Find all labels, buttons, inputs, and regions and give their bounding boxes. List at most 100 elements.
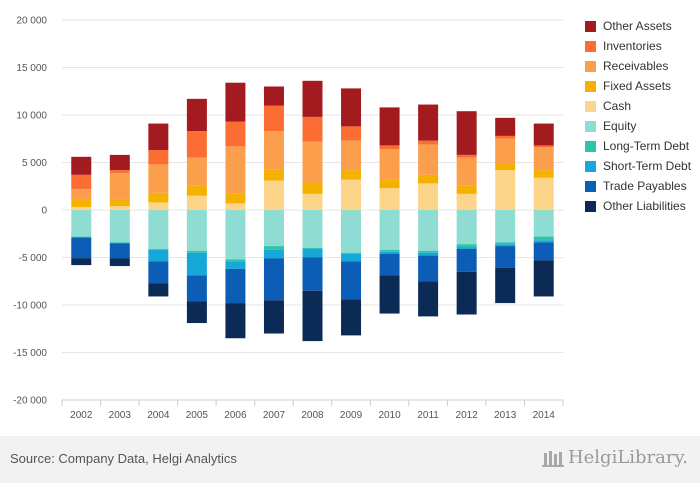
bar-inventories-2005 (186, 131, 207, 158)
bar-trade-payables-2008 (302, 257, 323, 291)
bar-other-liabilities-2007 (263, 300, 284, 334)
bar-trade-payables-2006 (225, 268, 246, 304)
bar-cash-2003 (109, 206, 130, 210)
bar-cash-2005 (186, 195, 207, 210)
x-tick-label: 2009 (340, 410, 363, 421)
bar-long-term-debt-2011 (418, 250, 439, 253)
bar-inventories-2010 (379, 145, 400, 150)
bar-other-assets-2013 (495, 117, 516, 136)
legend-swatch (585, 140, 596, 152)
y-tick-label: -20 000 (13, 396, 47, 407)
y-tick-label: 15 000 (16, 63, 47, 74)
bar-cash-2014 (533, 177, 554, 210)
legend-label: Fixed Assets (603, 79, 672, 93)
bar-short-term-debt-2007 (263, 249, 284, 259)
bar-trade-payables-2013 (495, 246, 516, 268)
bar-other-liabilities-2010 (379, 275, 400, 314)
legend-item: Other Liabilities (585, 196, 691, 216)
bar-long-term-debt-2007 (263, 246, 284, 250)
bar-trade-payables-2009 (341, 261, 362, 300)
y-axis-tick-labels: 20 000 15 000 10 000 5 000 0 -5 000 -10 000 -15… (13, 16, 47, 407)
logo-text: HelgiLibrary. (567, 447, 688, 468)
bar-equity-2007 (263, 210, 284, 247)
legend-item: Short-Term Debt (585, 156, 691, 176)
bar-fixed-assets-2006 (225, 193, 246, 204)
y-tick-label: 5 000 (22, 158, 47, 169)
bar-receivables-2006 (225, 146, 246, 194)
bar-trade-payables-2003 (109, 243, 130, 259)
bar-short-term-debt-2010 (379, 251, 400, 254)
bar-receivables-2014 (533, 147, 554, 171)
bar-trade-payables-2004 (148, 261, 169, 284)
bar-series (71, 80, 554, 342)
bar-receivables-2008 (302, 141, 323, 183)
library-building-icon (541, 450, 564, 467)
bar-trade-payables-2012 (456, 248, 477, 272)
legend-item: Inventories (585, 36, 691, 56)
bar-trade-payables-2011 (418, 255, 439, 282)
bar-cash-2011 (418, 183, 439, 210)
bar-cash-2006 (225, 203, 246, 210)
y-tick-label: -5 000 (19, 253, 48, 264)
y-tick-label: 20 000 (16, 16, 47, 27)
bar-other-liabilities-2003 (109, 258, 130, 267)
legend-item: Trade Payables (585, 176, 691, 196)
legend-swatch (585, 80, 596, 92)
x-tick-label: 2013 (494, 410, 517, 421)
bar-other-liabilities-2009 (341, 299, 362, 336)
bar-trade-payables-2002 (71, 237, 92, 259)
bar-fixed-assets-2002 (71, 199, 92, 208)
legend-swatch (585, 20, 596, 32)
bar-equity-2014 (533, 210, 554, 237)
bar-cash-2010 (379, 188, 400, 210)
bar-cash-2008 (302, 193, 323, 210)
bar-short-term-debt-2011 (418, 252, 439, 256)
bar-receivables-2013 (495, 138, 516, 164)
bar-equity-2004 (148, 210, 169, 249)
bar-other-liabilities-2008 (302, 290, 323, 342)
bar-short-term-debt-2009 (341, 253, 362, 262)
y-tick-label: -10 000 (13, 301, 47, 312)
x-tick-label: 2003 (109, 410, 132, 421)
bar-receivables-2010 (379, 149, 400, 180)
legend-label: Other Liabilities (603, 199, 686, 213)
legend-item: Receivables (585, 56, 691, 76)
legend-item: Other Assets (585, 16, 691, 36)
y-tick-label: 10 000 (16, 111, 47, 122)
bar-long-term-debt-2006 (225, 259, 246, 262)
bar-other-assets-2006 (225, 82, 246, 122)
stacked-bar-chart: 20 000 15 000 10 000 5 000 0 -5 000 -10 000 -15… (13, 16, 564, 421)
bar-other-liabilities-2006 (225, 303, 246, 339)
bar-fixed-assets-2011 (418, 174, 439, 184)
bar-receivables-2003 (109, 172, 130, 200)
legend-item: Fixed Assets (585, 76, 691, 96)
bar-other-liabilities-2013 (495, 267, 516, 304)
bar-equity-2008 (302, 210, 323, 248)
bar-short-term-debt-2004 (148, 249, 169, 262)
bar-other-assets-2011 (418, 104, 439, 141)
bar-trade-payables-2014 (533, 242, 554, 261)
bar-fixed-assets-2010 (379, 179, 400, 189)
bar-long-term-debt-2003 (109, 242, 130, 244)
bar-receivables-2011 (418, 144, 439, 175)
bar-equity-2013 (495, 210, 516, 243)
bar-equity-2010 (379, 210, 400, 250)
legend-swatch (585, 200, 596, 212)
y-tick-label: 0 (41, 206, 47, 217)
bar-fixed-assets-2007 (263, 169, 284, 181)
bar-receivables-2012 (456, 157, 477, 186)
source-note: Source: Company Data, Helgi Analytics (10, 451, 237, 466)
bar-equity-2002 (71, 210, 92, 237)
x-tick-label: 2005 (186, 410, 209, 421)
bar-fixed-assets-2005 (186, 185, 207, 196)
bar-inventories-2008 (302, 116, 323, 142)
bar-cash-2007 (263, 180, 284, 210)
legend-label: Other Assets (603, 19, 672, 33)
bar-other-assets-2010 (379, 107, 400, 146)
bar-cash-2002 (71, 207, 92, 210)
legend: Other Assets Inventories Receivables Fixed … (585, 16, 691, 216)
bar-fixed-assets-2004 (148, 192, 169, 203)
legend-item: Long-Term Debt (585, 136, 691, 156)
bar-short-term-debt-2013 (495, 244, 516, 247)
bar-trade-payables-2005 (186, 275, 207, 302)
